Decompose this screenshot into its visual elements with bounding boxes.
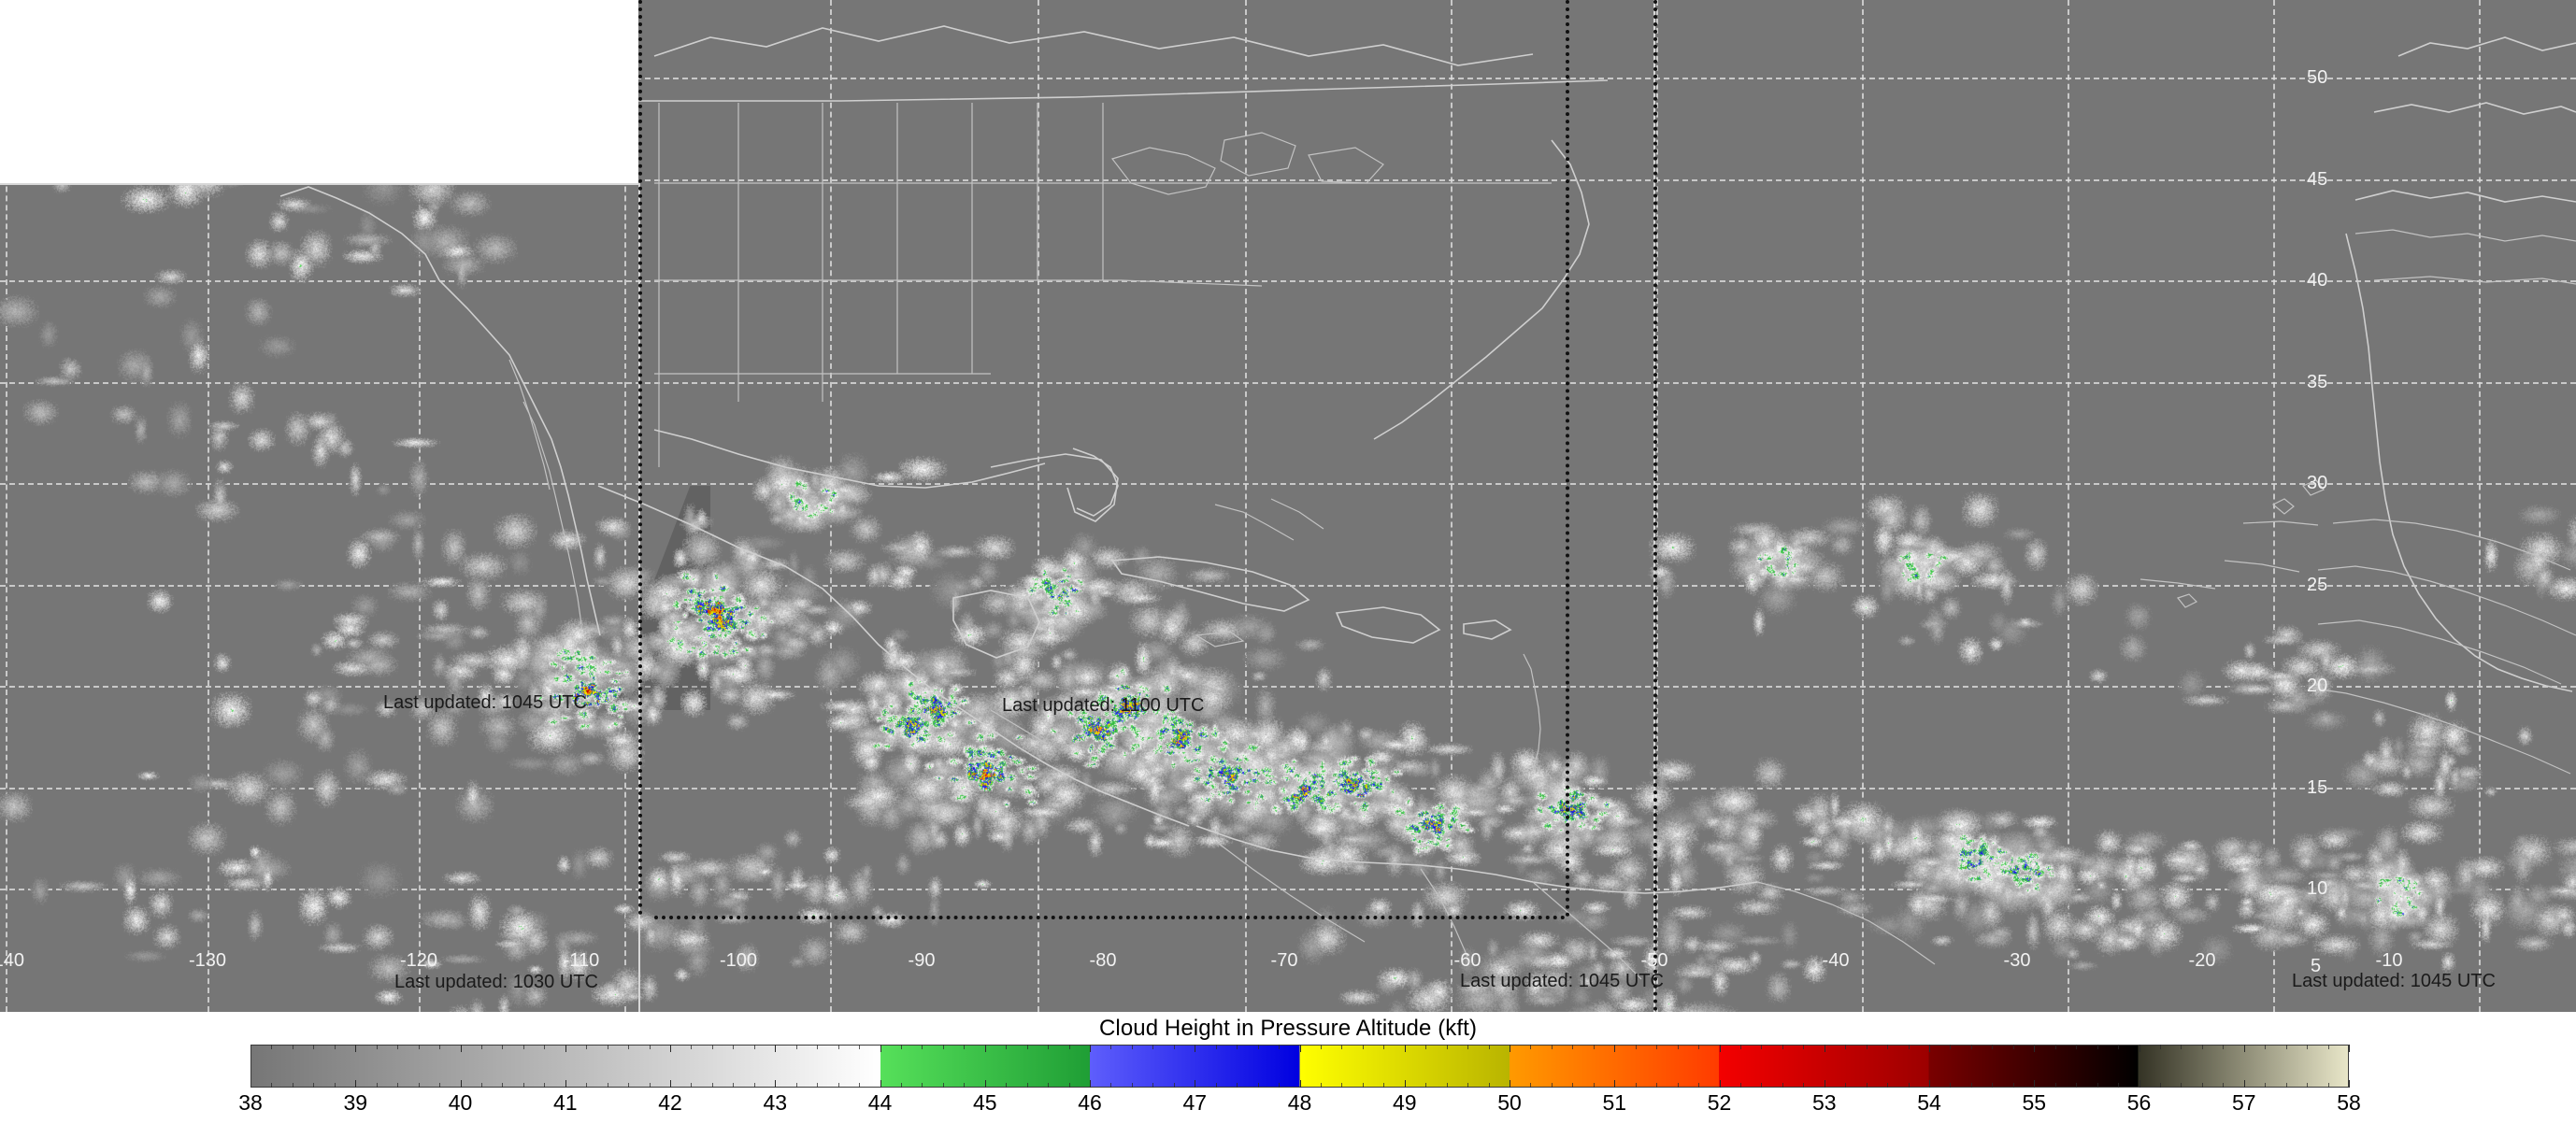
lon-tick--20: -20 xyxy=(2188,950,2216,971)
colorbar-label-49: 49 xyxy=(1392,1090,1417,1115)
colorbar-label-41: 41 xyxy=(552,1090,578,1115)
lon-tick--50: -50 xyxy=(1640,950,1668,971)
sector-boundary-east xyxy=(1566,0,1569,918)
lon-tick--90: -90 xyxy=(908,950,936,971)
sector-boundary-west xyxy=(638,0,642,916)
sector-boundary-south xyxy=(654,916,1566,919)
colorbar-label-45: 45 xyxy=(972,1090,997,1115)
panel-seam-top xyxy=(0,183,639,185)
lon-tick--140: -140 xyxy=(0,950,25,971)
lat-tick-45: 45 xyxy=(2307,169,2328,190)
last-updated-africa: Last updated: 1045 UTC xyxy=(2292,971,2496,991)
map-canvas[interactable]: -140 -130 -120 -110 -100 -90 -80 -70 -60… xyxy=(0,0,2576,1012)
lat-tick-40: 40 xyxy=(2307,270,2328,291)
colorbar-label-42: 42 xyxy=(658,1090,682,1115)
no-data-gap xyxy=(0,0,638,183)
lat-tick-35: 35 xyxy=(2307,372,2328,392)
colorbar-region: Cloud Height in Pressure Altitude (kft) … xyxy=(0,1012,2576,1124)
colorbar-label-39: 39 xyxy=(343,1090,368,1115)
colorbar[interactable] xyxy=(250,1045,2350,1088)
colorbar-label-51: 51 xyxy=(1602,1090,1627,1115)
colorbar-label-57: 57 xyxy=(2231,1090,2256,1115)
lon-tick--70: -70 xyxy=(1270,950,1298,971)
colorbar-label-50: 50 xyxy=(1497,1090,1522,1115)
colorbar-gradient xyxy=(250,1045,2349,1088)
lat-tick-25: 25 xyxy=(2307,575,2328,595)
sector-boundary-atl xyxy=(1653,0,1657,1012)
lat-tick-50: 50 xyxy=(2307,67,2328,88)
colorbar-label-40: 40 xyxy=(448,1090,473,1115)
panel-east-pacific xyxy=(0,183,639,1012)
lat-tick-15: 15 xyxy=(2307,777,2328,798)
last-updated-atlantic: Last updated: 1045 UTC xyxy=(1460,971,1664,991)
lat-tick-30: 30 xyxy=(2307,473,2328,493)
last-updated-west-pacific: Last updated: 1045 UTC xyxy=(383,692,587,713)
colorbar-label-54: 54 xyxy=(1917,1090,1941,1115)
panel-atlantic xyxy=(1653,0,2576,1012)
lon-tick--80: -80 xyxy=(1089,950,1117,971)
colorbar-label-55: 55 xyxy=(2022,1090,2047,1115)
colorbar-label-53: 53 xyxy=(1811,1090,1837,1115)
colorbar-label-52: 52 xyxy=(1707,1090,1732,1115)
lon-tick--60: -60 xyxy=(1453,950,1481,971)
colorbar-label-56: 56 xyxy=(2126,1090,2152,1115)
colorbar-label-58: 58 xyxy=(2337,1090,2361,1115)
lon-tick--30: -30 xyxy=(2003,950,2031,971)
last-updated-conus: Last updated: 1100 UTC xyxy=(1002,695,1205,716)
colorbar-label-48: 48 xyxy=(1287,1090,1312,1115)
lon-tick--110: -110 xyxy=(563,950,600,971)
lat-tick-10: 10 xyxy=(2307,878,2328,899)
panel-west-conus xyxy=(638,0,1653,1012)
colorbar-label-43: 43 xyxy=(763,1090,788,1115)
colorbar-label-47: 47 xyxy=(1182,1090,1208,1115)
lon-tick--100: -100 xyxy=(719,950,758,971)
lat-tick-20: 20 xyxy=(2307,676,2328,696)
colorbar-label-44: 44 xyxy=(867,1090,893,1115)
colorbar-title: Cloud Height in Pressure Altitude (kft) xyxy=(1098,1016,1478,1041)
colorbar-label-38: 38 xyxy=(238,1090,263,1115)
lon-tick--120: -120 xyxy=(399,950,438,971)
lon-tick--40: -40 xyxy=(1822,950,1850,971)
lon-tick--10: -10 xyxy=(2375,950,2403,971)
colorbar-label-46: 46 xyxy=(1078,1090,1102,1115)
lon-tick--130: -130 xyxy=(188,950,227,971)
last-updated-east-pacific: Last updated: 1030 UTC xyxy=(394,972,598,992)
